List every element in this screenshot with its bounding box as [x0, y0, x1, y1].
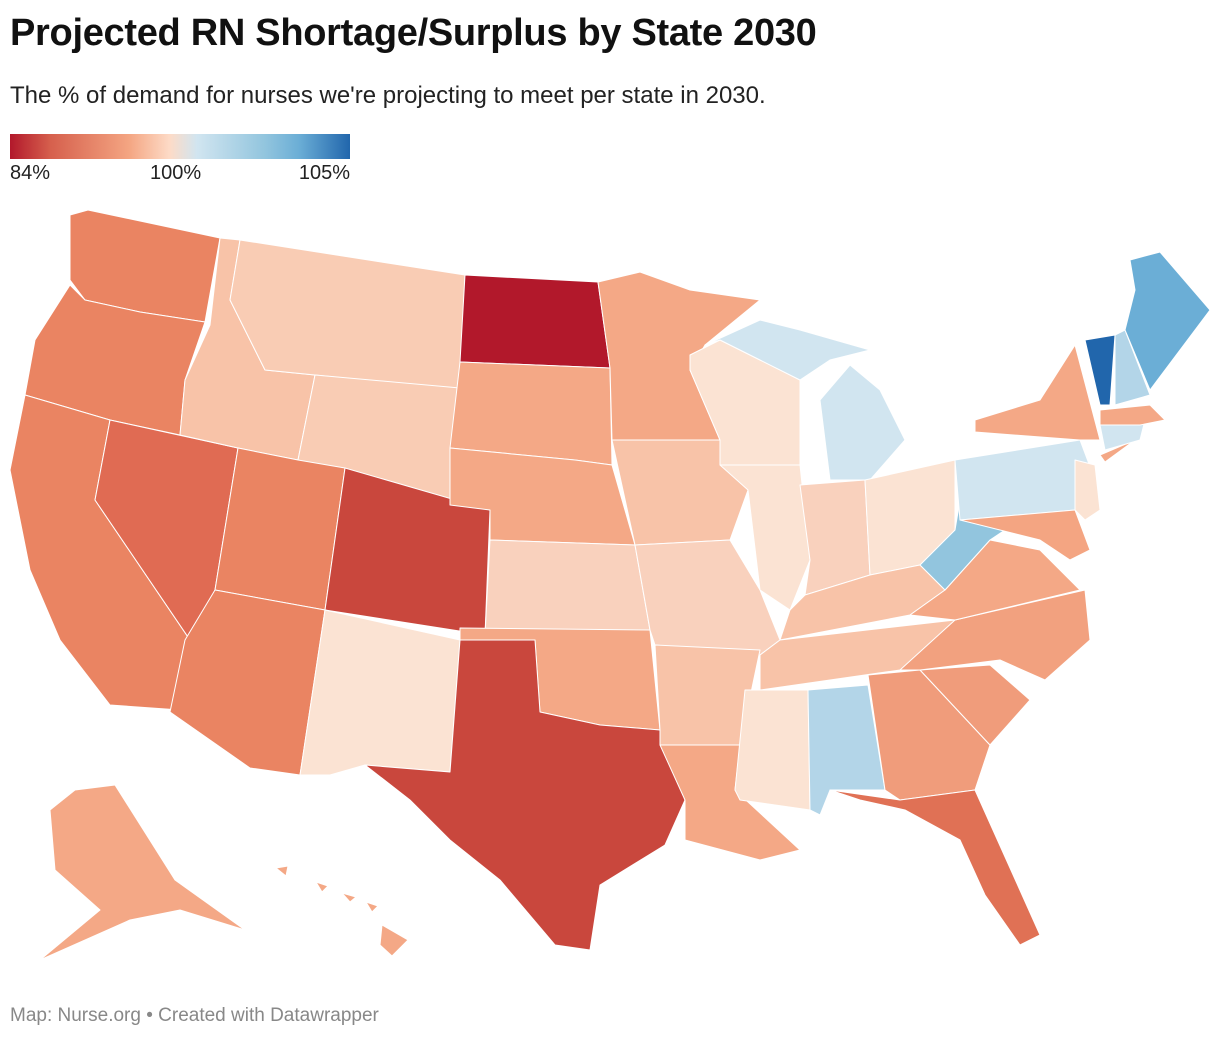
- state-shape-vt[interactable]: [1084, 334, 1116, 406]
- state-shape-ms[interactable]: [734, 689, 811, 811]
- state-shape-sd[interactable]: [449, 361, 613, 466]
- state-shape-fl[interactable]: [829, 789, 1041, 946]
- legend-gradient-bar: [10, 134, 350, 159]
- state-me[interactable]: [1124, 251, 1211, 391]
- state-shape-mi[interactable]: [819, 364, 906, 481]
- state-ks[interactable]: [484, 539, 651, 636]
- state-fl[interactable]: [829, 789, 1041, 946]
- state-shape-pa[interactable]: [954, 439, 1096, 521]
- state-shape-me[interactable]: [1124, 251, 1211, 391]
- footer-credit: Map: Nurse.org • Created with Datawrappe…: [10, 1005, 379, 1026]
- state-hi[interactable]: [275, 865, 409, 957]
- state-shape-nj[interactable]: [1074, 459, 1101, 521]
- color-legend: 84% 100% 105%: [10, 134, 350, 185]
- state-shape-nd[interactable]: [459, 274, 611, 369]
- state-md[interactable]: [959, 509, 1091, 561]
- state-shape-ak[interactable]: [39, 784, 246, 961]
- state-shape-ut[interactable]: [214, 447, 346, 611]
- state-ma[interactable]: [1099, 404, 1166, 426]
- state-ia[interactable]: [611, 439, 749, 546]
- state-shape-nh[interactable]: [1114, 329, 1151, 406]
- state-nd[interactable]: [459, 274, 611, 369]
- state-ny[interactable]: [974, 344, 1136, 463]
- state-shape-ma[interactable]: [1099, 404, 1166, 426]
- state-shape-md[interactable]: [959, 509, 1091, 561]
- state-nh[interactable]: [1114, 329, 1151, 406]
- state-ut[interactable]: [214, 447, 346, 611]
- state-shape-ks[interactable]: [484, 539, 651, 636]
- state-mi[interactable]: [704, 319, 906, 481]
- state-ms[interactable]: [734, 689, 811, 811]
- state-shape-hi[interactable]: [379, 924, 409, 957]
- state-sc[interactable]: [919, 664, 1031, 746]
- state-shape-tx[interactable]: [364, 639, 686, 951]
- state-nj[interactable]: [1074, 459, 1101, 521]
- state-shape-nm[interactable]: [299, 609, 461, 776]
- state-ak[interactable]: [39, 784, 246, 961]
- state-shape-ny[interactable]: [974, 344, 1101, 441]
- legend-max-label: 105%: [298, 162, 350, 184]
- state-shape-hi[interactable]: [315, 881, 329, 893]
- chart-subtitle: The % of demand for nurses we're project…: [10, 82, 766, 109]
- state-mt[interactable]: [229, 239, 466, 391]
- state-nm[interactable]: [299, 609, 461, 776]
- state-pa[interactable]: [954, 439, 1096, 521]
- state-shape-hi[interactable]: [275, 865, 289, 877]
- state-shape-ny[interactable]: [1099, 439, 1136, 463]
- legend-mid-label: 100%: [150, 162, 202, 184]
- state-shape-hi[interactable]: [341, 892, 357, 903]
- legend-min-label: 84%: [10, 162, 51, 184]
- state-tx[interactable]: [364, 639, 686, 951]
- state-shape-mt[interactable]: [229, 239, 466, 391]
- state-vt[interactable]: [1084, 334, 1116, 406]
- state-sd[interactable]: [449, 361, 613, 466]
- state-shape-mi[interactable]: [704, 319, 871, 381]
- state-shape-hi[interactable]: [365, 901, 379, 913]
- state-shape-sc[interactable]: [919, 664, 1031, 746]
- chart-title: Projected RN Shortage/Surplus by State 2…: [10, 12, 817, 54]
- state-shape-ia[interactable]: [611, 439, 749, 546]
